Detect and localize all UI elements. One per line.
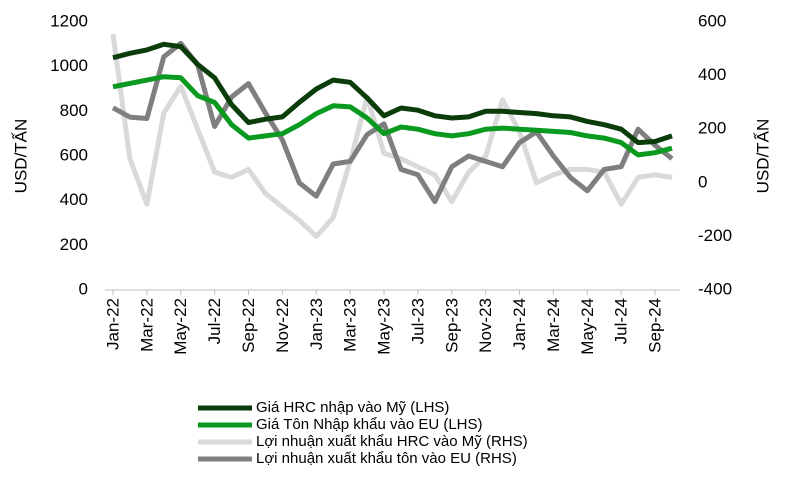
y-tick-label: 1000 [50,56,88,75]
y-tick-label: 200 [60,235,88,254]
y2-tick-label: 600 [698,11,726,30]
y2-tick-label: -200 [698,226,732,245]
x-tick-label: Mar-24 [544,298,563,352]
x-tick-label: Jan-22 [103,298,122,350]
series-line [111,40,674,205]
y-axis-label: USD/TẤN [11,119,30,194]
x-tick-label: Mar-22 [137,298,156,352]
legend-label: Giá Tôn Nhập khẩu vào EU (LHS) [256,416,483,433]
series-line [112,41,673,146]
x-tick-label: Jul-22 [205,298,224,344]
x-tick-label: Nov-22 [273,298,292,353]
legend-label: Giá HRC nhập vào Mỹ (LHS) [256,399,449,416]
x-tick-label: Jan-23 [307,298,326,350]
y-tick-label: 800 [60,101,88,120]
y-tick-label: 600 [60,145,88,164]
y-tick-label: 0 [79,279,88,298]
x-tick-label: Jul-23 [408,298,427,344]
y2-tick-label: 200 [698,119,726,138]
x-tick-label: Jul-24 [612,298,631,344]
x-tick-label: May-23 [375,298,394,355]
x-tick-label: Sep-24 [646,298,665,353]
y2-tick-label: 0 [698,172,707,191]
x-tick-label: Jan-24 [510,298,529,350]
y-tick-label: 400 [60,190,88,209]
x-tick-label: May-22 [171,298,190,355]
y2-tick-label: 400 [698,65,726,84]
x-tick-label: Sep-22 [239,298,258,353]
series-line [112,74,673,158]
y2-axis-label: USD/TẤN [753,119,772,194]
y2-tick-label: -400 [698,279,732,298]
legend-label: Lợi nhuận xuất khẩu tôn vào EU (RHS) [256,450,517,467]
x-tick-label: Nov-23 [476,298,495,353]
x-tick-label: Mar-23 [341,298,360,352]
y-tick-label: 1200 [50,11,88,30]
legend-label: Lợi nhuận xuất khẩu HRC vào Mỹ (RHS) [256,433,528,450]
series-line [110,33,673,239]
x-tick-label: May-24 [578,298,597,355]
x-tick-label: Sep-23 [442,298,461,353]
